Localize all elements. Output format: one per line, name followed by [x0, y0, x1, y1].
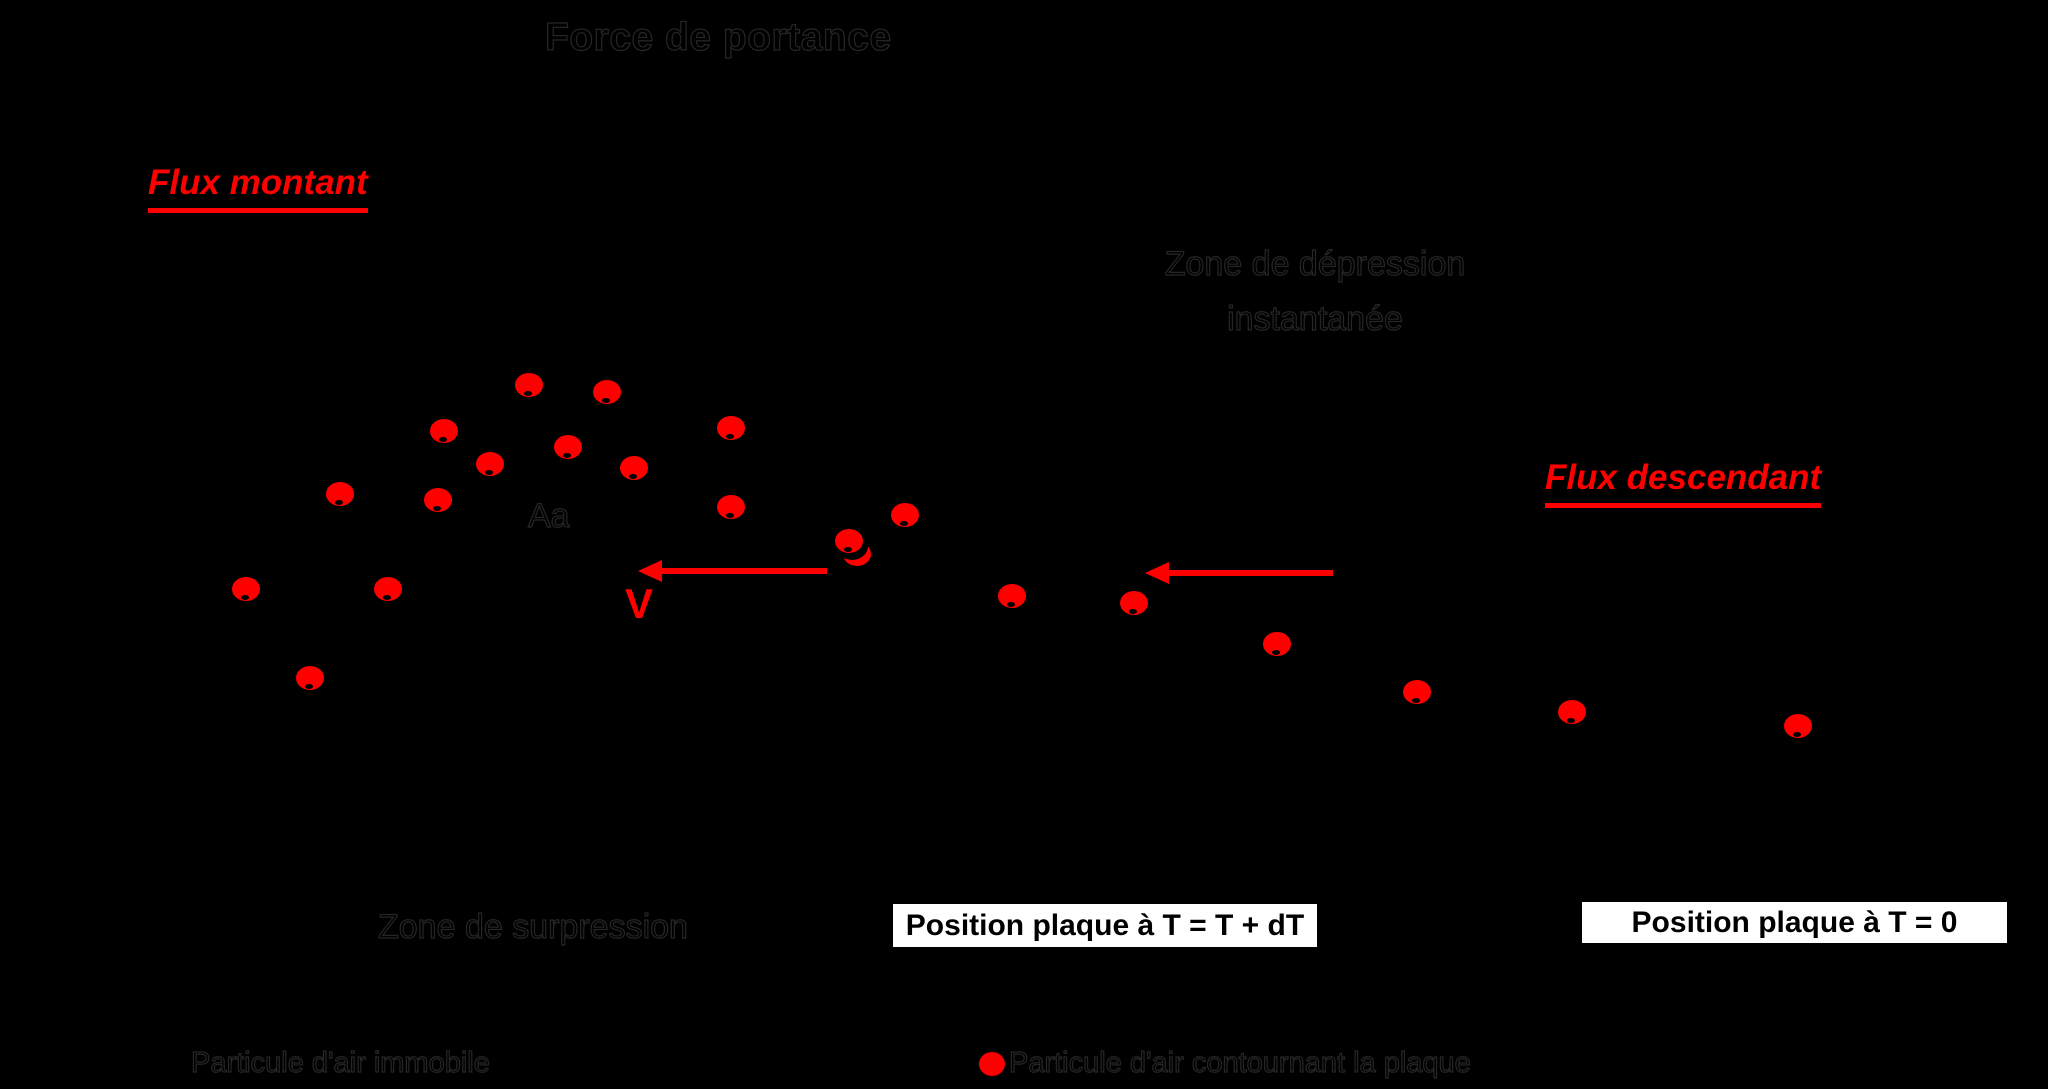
arrow-shaft [1165, 570, 1333, 576]
title-force-de-portance: Force de portance [544, 15, 892, 59]
box-plate-position-t0: Position plaque à T = 0 [1582, 902, 2007, 943]
label-flux-descendant: Flux descendant [1545, 458, 1822, 508]
air-particle-dot [476, 452, 504, 476]
air-particle-dot [998, 584, 1026, 608]
air-particle-dot [717, 416, 745, 440]
air-particle-dot [717, 495, 745, 519]
air-particle-dot [1403, 680, 1431, 704]
arrowhead-icon [638, 560, 662, 582]
air-particle-dot [1263, 632, 1291, 656]
red-particle-legend-dot-icon [979, 1052, 1005, 1076]
air-particle-dot [232, 577, 260, 601]
label-zone-surpression: Zone de surpression [377, 907, 688, 946]
air-particle-dot [326, 482, 354, 506]
air-particle-dot [374, 577, 402, 601]
label-velocity-v: V [625, 580, 654, 627]
air-particle-dot [430, 419, 458, 443]
air-particle-dot [835, 529, 863, 553]
air-particle-dot [424, 488, 452, 512]
velocity-arrow-left-icon [638, 560, 827, 582]
air-particle-dot [891, 503, 919, 527]
label-zone-depression: Zone de dépression instantanée [1100, 237, 1530, 347]
air-particle-dot [620, 456, 648, 480]
label-flux-montant: Flux montant [148, 163, 368, 213]
zone-depression-line1: Zone de dépression [1164, 244, 1466, 283]
label-air-mass-aa: Aa [527, 496, 570, 535]
arrow-shaft [658, 568, 827, 574]
air-particle-dot [296, 666, 324, 690]
air-particle-dot [1558, 700, 1586, 724]
air-particle-dot [1784, 714, 1812, 738]
box-plate-position-t-plus-dt: Position plaque à T = T + dT [893, 904, 1317, 947]
black-particle-legend-dot-icon [136, 1052, 162, 1076]
legend-particle-contournant: Particule d'air contournant la plaque [1008, 1046, 1471, 1079]
air-particle-dot [593, 380, 621, 404]
air-particle-dot [554, 435, 582, 459]
air-particle-dot [515, 373, 543, 397]
velocity-arrow-left-icon [1145, 562, 1333, 584]
zone-depression-line2: instantanée [1226, 299, 1403, 338]
arrowhead-icon [1145, 562, 1169, 584]
air-particle-dot [1120, 591, 1148, 615]
legend-particle-immobile: Particule d'air immobile [190, 1046, 490, 1079]
